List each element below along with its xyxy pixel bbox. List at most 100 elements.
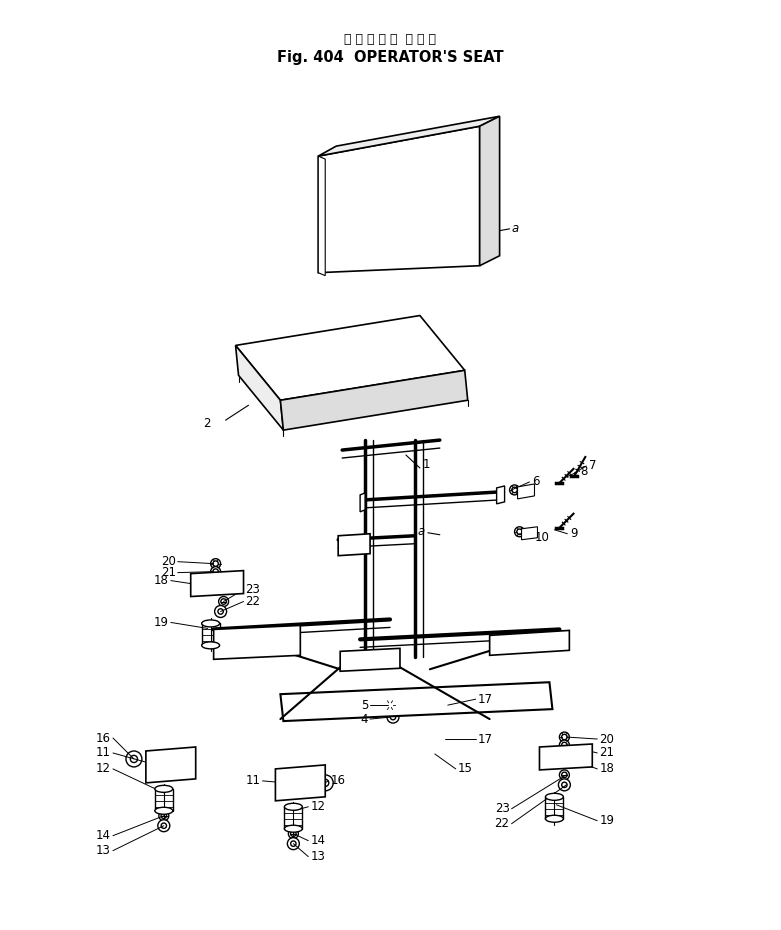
Ellipse shape — [155, 807, 173, 815]
Circle shape — [213, 561, 219, 566]
Text: 22: 22 — [245, 595, 261, 608]
Text: 19: 19 — [154, 616, 169, 629]
Text: 8: 8 — [580, 466, 587, 478]
Text: 3: 3 — [490, 135, 497, 148]
Text: a: a — [512, 222, 519, 235]
Text: 17: 17 — [478, 733, 493, 746]
Circle shape — [385, 700, 395, 711]
Circle shape — [559, 770, 569, 780]
Text: 7: 7 — [590, 459, 597, 472]
Circle shape — [288, 829, 298, 839]
Text: 2: 2 — [203, 417, 211, 430]
Polygon shape — [214, 626, 301, 659]
Circle shape — [161, 813, 166, 818]
Ellipse shape — [201, 620, 219, 627]
Polygon shape — [236, 315, 465, 400]
Circle shape — [559, 732, 569, 742]
Text: a: a — [418, 525, 425, 538]
Text: 19: 19 — [599, 815, 614, 827]
Circle shape — [387, 711, 399, 724]
Ellipse shape — [545, 793, 563, 801]
Circle shape — [291, 841, 296, 846]
Circle shape — [317, 775, 333, 790]
Circle shape — [562, 782, 567, 788]
Circle shape — [387, 702, 393, 708]
Circle shape — [322, 779, 329, 787]
Ellipse shape — [284, 804, 302, 810]
Polygon shape — [360, 493, 365, 512]
Ellipse shape — [545, 816, 563, 822]
Polygon shape — [191, 571, 244, 596]
Polygon shape — [280, 683, 552, 721]
Polygon shape — [338, 534, 370, 556]
Circle shape — [390, 714, 396, 720]
Polygon shape — [236, 345, 284, 430]
Circle shape — [161, 823, 166, 829]
Circle shape — [213, 569, 219, 575]
Text: 23: 23 — [494, 803, 509, 816]
Circle shape — [291, 830, 296, 836]
Polygon shape — [319, 126, 480, 272]
Text: 5: 5 — [361, 698, 368, 711]
Text: 11: 11 — [245, 775, 261, 788]
Circle shape — [159, 811, 169, 821]
Circle shape — [130, 755, 137, 763]
Text: 21: 21 — [599, 747, 614, 760]
Text: 16: 16 — [96, 732, 111, 745]
Circle shape — [562, 735, 567, 739]
Ellipse shape — [284, 825, 302, 832]
Circle shape — [158, 819, 169, 831]
Polygon shape — [522, 526, 537, 539]
Circle shape — [287, 838, 299, 850]
Circle shape — [562, 772, 567, 777]
Text: Fig. 404  OPERATOR'S SEAT: Fig. 404 OPERATOR'S SEAT — [276, 50, 503, 65]
Circle shape — [517, 529, 522, 535]
Text: 23: 23 — [245, 583, 260, 596]
Text: 20: 20 — [599, 733, 614, 746]
Text: 1: 1 — [423, 458, 430, 472]
Polygon shape — [341, 648, 400, 671]
Text: 4: 4 — [361, 712, 368, 725]
Polygon shape — [540, 744, 592, 770]
Circle shape — [211, 559, 220, 568]
Ellipse shape — [201, 642, 219, 649]
Circle shape — [126, 751, 142, 767]
Text: 6: 6 — [533, 475, 540, 488]
Circle shape — [218, 609, 223, 614]
Polygon shape — [280, 370, 468, 430]
Polygon shape — [480, 116, 500, 266]
Polygon shape — [319, 116, 500, 156]
Text: 21: 21 — [161, 566, 176, 579]
Polygon shape — [319, 156, 325, 275]
Text: 18: 18 — [599, 763, 614, 776]
Text: 18: 18 — [154, 574, 169, 587]
Text: 20: 20 — [161, 555, 176, 568]
Circle shape — [562, 742, 567, 748]
Circle shape — [509, 485, 519, 495]
Circle shape — [211, 566, 220, 577]
Text: 13: 13 — [310, 850, 325, 863]
Text: 15: 15 — [458, 763, 473, 776]
Circle shape — [219, 596, 229, 606]
Polygon shape — [497, 486, 505, 504]
Text: 16: 16 — [330, 775, 345, 788]
Text: 17: 17 — [478, 693, 493, 706]
Text: オ ペ レ ー タ  シ ー ト: オ ペ レ ー タ シ ー ト — [344, 33, 436, 46]
Text: 14: 14 — [96, 830, 111, 843]
Circle shape — [215, 605, 226, 618]
Text: 22: 22 — [494, 817, 509, 830]
Text: 12: 12 — [310, 801, 325, 813]
Polygon shape — [276, 765, 325, 801]
Text: 11: 11 — [96, 747, 111, 760]
Polygon shape — [146, 747, 196, 783]
Circle shape — [515, 526, 525, 537]
Text: 10: 10 — [534, 531, 549, 544]
Text: 9: 9 — [570, 527, 578, 540]
Circle shape — [558, 779, 570, 790]
Circle shape — [512, 487, 517, 493]
Ellipse shape — [155, 785, 173, 792]
Text: 13: 13 — [96, 844, 111, 857]
Text: 12: 12 — [96, 763, 111, 776]
Text: 14: 14 — [310, 834, 325, 847]
Polygon shape — [490, 631, 569, 656]
